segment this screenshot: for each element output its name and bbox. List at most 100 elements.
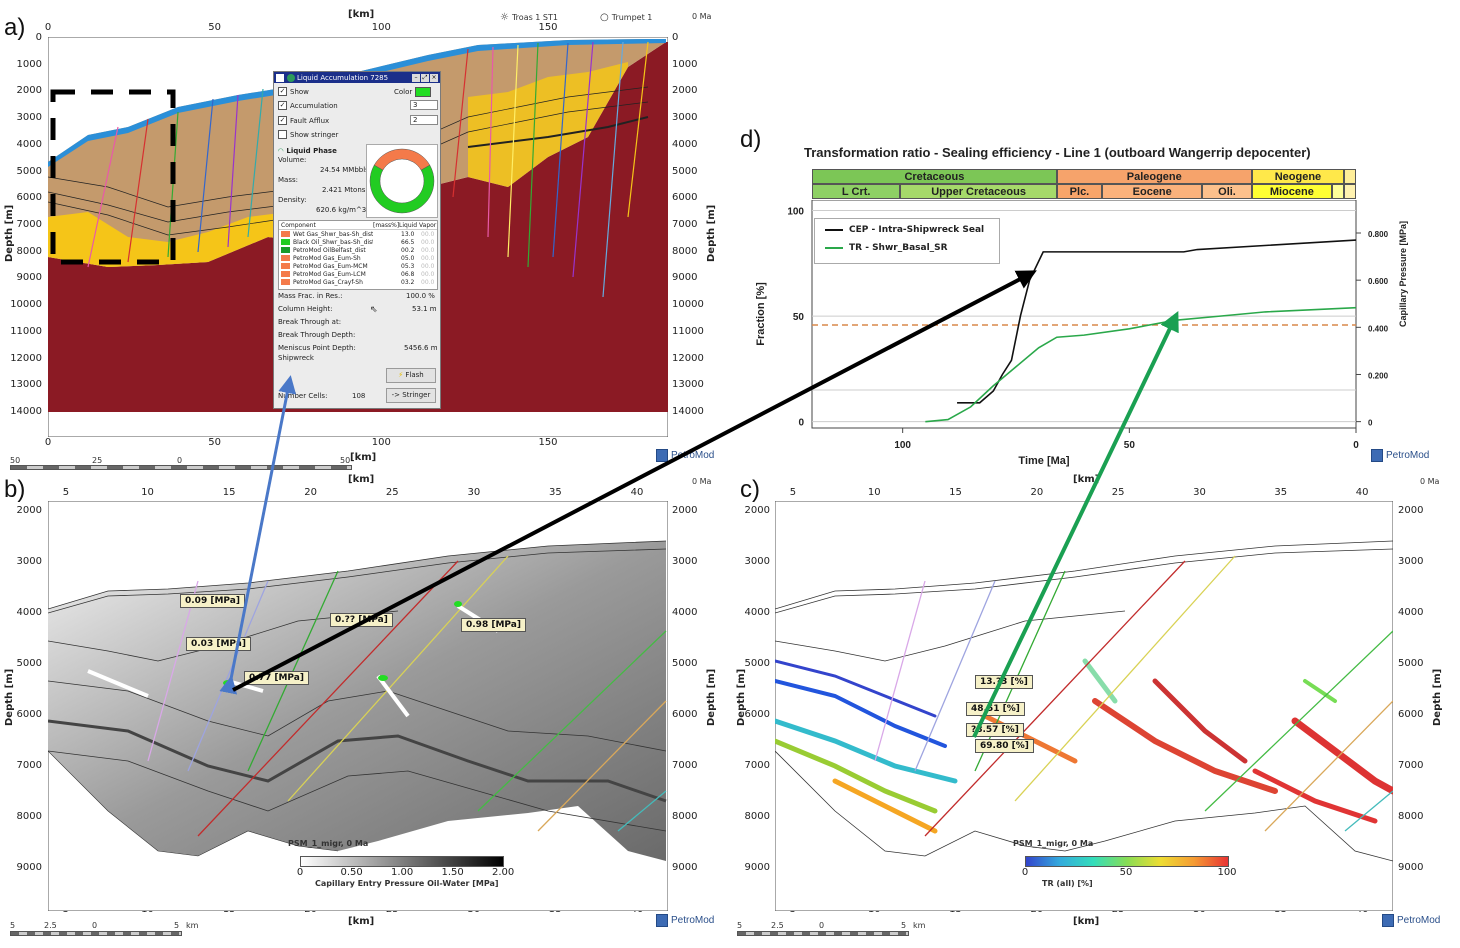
y-tick-label: 7000 — [1398, 760, 1424, 771]
checkbox-checked-icon[interactable]: ✓ — [278, 101, 287, 110]
legend-b-title: PSM_1_migr, 0 Ma — [288, 839, 369, 848]
liquid-accumulation-dialog[interactable]: Liquid Accumulation 7285 – ⤢ × ✓ Show Col… — [273, 71, 441, 409]
checkbox-unchecked-icon[interactable] — [278, 130, 287, 139]
fault-afflux-spinner[interactable]: 2 — [410, 115, 438, 125]
y-tick-label: 8000 — [1398, 811, 1424, 822]
x-tick-label: 50 — [208, 22, 222, 33]
accumulation-spinner[interactable]: 3 — [410, 100, 438, 110]
component-name: PetroMod Gas_Eum-LCM — [293, 270, 366, 278]
y-tick-label: 6000 — [672, 709, 698, 720]
y-tick-label: 5000 — [16, 658, 42, 669]
flash-button[interactable]: ⚡ Flash — [386, 368, 436, 383]
accumulation-checkbox[interactable]: ✓ Accumulation — [278, 101, 338, 110]
era-cell: Upper Cretaceous — [900, 184, 1057, 199]
era-cell: Eocene — [1102, 184, 1203, 199]
minimize-button[interactable]: – — [412, 73, 420, 82]
close-button[interactable]: × — [430, 73, 438, 82]
checkbox-checked-icon[interactable]: ✓ — [278, 87, 287, 96]
spinner-value: 2 — [413, 116, 418, 124]
component-row[interactable]: PetroMod OilBelfast_dist 00.2 00.0 — [279, 246, 437, 254]
era-cell: L Crt. — [812, 184, 901, 199]
well-name: Trumpet 1 — [611, 13, 653, 22]
tr-callout: ?8.57 [%] — [966, 723, 1024, 737]
pin-icon[interactable] — [276, 73, 284, 82]
y-tick-label: 12000 — [10, 352, 42, 364]
component-liquid: 13.0 — [401, 230, 415, 238]
petromod-logo-a: PetroMod — [656, 449, 714, 462]
panel-c-x-unit-top: [km] — [1073, 474, 1100, 485]
panel-a-age: 0 Ma — [692, 12, 712, 21]
color-swatch[interactable] — [415, 87, 432, 97]
chart-legend: CEP - Intra-Shipwreck Seal TR - Shwr_Bas… — [814, 218, 1000, 264]
y-tick-label: 1000 — [672, 58, 698, 70]
checkbox-checked-icon[interactable]: ✓ — [278, 116, 287, 125]
component-swatch — [281, 279, 290, 285]
y-axis-label: Fraction [%] — [755, 282, 767, 346]
y-tick-label: 3000 — [672, 556, 698, 567]
component-row[interactable]: Black Oil_Shwr_bas-Sh_dist 66.5 00.0 — [279, 238, 437, 246]
y2-tick-label: 0.200 — [1368, 371, 1389, 380]
component-swatch — [281, 247, 290, 253]
tr-callout: 48.51 [%] — [966, 702, 1025, 716]
component-liquid: 66.5 — [401, 238, 415, 246]
logo-text: PetroMod — [671, 450, 715, 461]
pressure-callout: 0.09 [MPa] — [180, 594, 245, 608]
x-tick-label: 10 — [141, 487, 154, 498]
y-tick-label: 8000 — [672, 811, 698, 822]
component-name: PetroMod Gas_Eum-Sh — [293, 254, 361, 262]
phase-donut-chart — [366, 144, 438, 218]
x-tick-label: 1.50 — [441, 867, 464, 878]
era-cell — [1344, 169, 1356, 184]
stringer-button[interactable]: -> Stringer — [386, 388, 436, 403]
dialog-titlebar[interactable]: Liquid Accumulation 7285 – ⤢ × — [274, 72, 440, 83]
mass-frac-value: 100.0 % — [406, 292, 435, 300]
legend-item-cep: CEP - Intra-Shipwreck Seal — [815, 219, 999, 235]
component-row[interactable]: Wet Gas_Shwr_bas-Sh_dist 13.0 00.0 — [279, 230, 437, 238]
show-stringer-label: Show stringer — [290, 130, 339, 139]
x-tick-label: 15 — [949, 487, 962, 498]
panel-a-y-label-left: Depth [m] — [4, 204, 15, 262]
component-vapor: 00.0 — [421, 262, 435, 270]
component-vapor: 00.0 — [421, 278, 435, 286]
panel-a-x-unit-bottom: [km] — [350, 452, 377, 463]
show-checkbox[interactable]: ✓ Show — [278, 87, 309, 96]
era-cell — [1344, 184, 1356, 199]
y-tick-label: 0 — [35, 32, 42, 43]
component-name: Wet Gas_Shwr_bas-Sh_dist — [293, 230, 373, 238]
y-tick-label: 4000 — [672, 607, 698, 618]
density-value: 620.6 kg/m^3 — [316, 206, 367, 214]
x-tick-label: 35 — [1274, 487, 1288, 498]
pressure-callout: 0.77 [MPa] — [244, 671, 309, 685]
y-tick-label: 14000 — [10, 406, 42, 417]
panel-c-y-label-right: Depth [m] — [1432, 668, 1443, 726]
circle-icon: ○ — [600, 12, 609, 23]
x-tick-label: 30 — [467, 487, 481, 498]
y-tick-label: 8000 — [16, 245, 42, 257]
legend-b-label: Capillary Entry Pressure Oil-Water [MPa] — [315, 879, 499, 888]
component-row[interactable]: PetroMod Gas_Eum-LCM 06.8 00.0 — [279, 270, 437, 278]
component-row[interactable]: PetroMod Gas_Crayf-Sh 03.2 00.0 — [279, 278, 437, 286]
panel-b-age: 0 Ma — [692, 477, 712, 486]
x-tick-label: 100 — [1217, 867, 1237, 878]
sun-icon: ☼ — [500, 12, 509, 23]
y-tick-label: 14000 — [672, 406, 704, 417]
component-vapor: 00.0 — [421, 270, 435, 278]
logo-text: PetroMod — [671, 915, 715, 926]
component-vapor: 00.0 — [421, 238, 435, 246]
x-tick-label: 150 — [538, 22, 558, 33]
meniscus-value: 5456.6 m — [404, 344, 438, 352]
color-picker[interactable]: Color — [394, 87, 432, 97]
component-row[interactable]: PetroMod Gas_Eum-MCM 05.3 00.0 — [279, 262, 437, 270]
component-liquid: 06.8 — [401, 270, 415, 278]
y-tick-label: 4000 — [16, 607, 42, 618]
fault-afflux-checkbox[interactable]: ✓ Fault Afflux — [278, 116, 329, 125]
y-tick-label: 3000 — [16, 112, 42, 124]
show-stringer-checkbox[interactable]: Show stringer — [278, 130, 338, 139]
component-row[interactable]: PetroMod Gas_Eum-Sh 05.0 00.0 — [279, 254, 437, 262]
panel-b-y-label-right: Depth [m] — [706, 668, 717, 726]
era-cell: Neogene — [1251, 169, 1345, 184]
x-tick-label: 10 — [867, 487, 881, 498]
petromod-logo-b: PetroMod — [656, 914, 714, 927]
restore-button[interactable]: ⤢ — [421, 73, 429, 82]
logo-text: PetroMod — [1386, 450, 1430, 461]
